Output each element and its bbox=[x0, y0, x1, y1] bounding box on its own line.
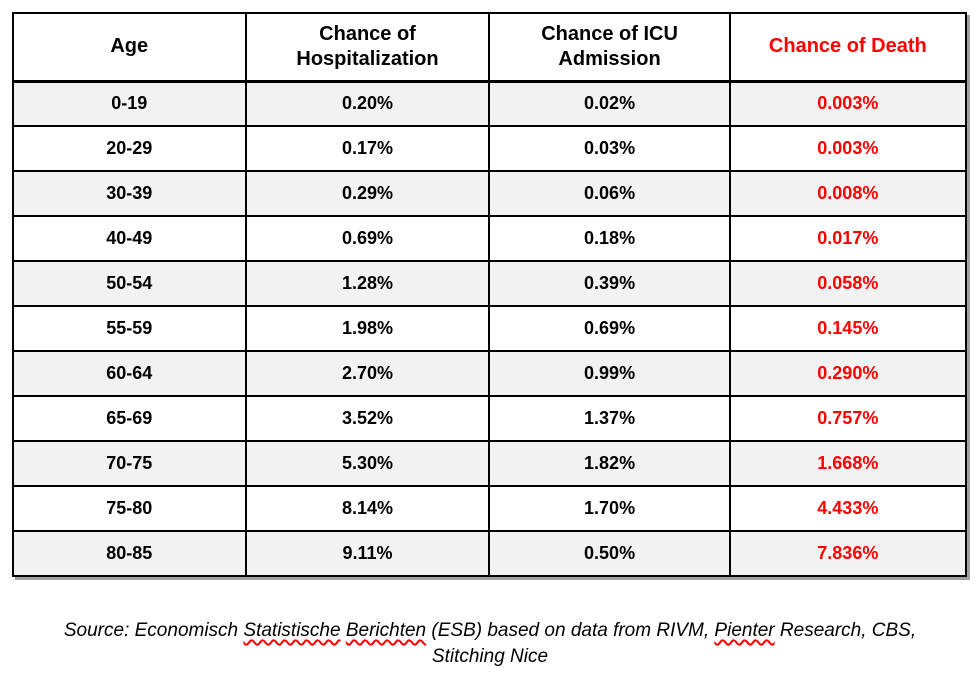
cell-icu: 0.02% bbox=[488, 80, 731, 127]
table-row: 65-69 3.52% 1.37% 0.757% bbox=[12, 395, 968, 442]
column-header-hospitalization: Chance of Hospitalization bbox=[244, 12, 491, 83]
cell-age: 20-29 bbox=[12, 125, 247, 172]
cell-hospitalization: 8.14% bbox=[244, 485, 491, 532]
cell-hospitalization: 3.52% bbox=[244, 395, 491, 442]
cell-age: 55-59 bbox=[12, 305, 247, 352]
cell-death: 0.008% bbox=[728, 170, 968, 217]
cell-age: 60-64 bbox=[12, 350, 247, 397]
cell-hospitalization: 0.20% bbox=[244, 80, 491, 127]
table-row: 55-59 1.98% 0.69% 0.145% bbox=[12, 305, 968, 352]
cell-icu: 1.70% bbox=[488, 485, 731, 532]
cell-age: 75-80 bbox=[12, 485, 247, 532]
source-text: Research, CBS, bbox=[774, 620, 917, 641]
cell-death: 0.757% bbox=[728, 395, 968, 442]
table-row: 30-39 0.29% 0.06% 0.008% bbox=[12, 170, 968, 217]
cell-icu: 0.50% bbox=[488, 530, 731, 577]
cell-icu: 0.06% bbox=[488, 170, 731, 217]
cell-death: 0.290% bbox=[728, 350, 968, 397]
misspelled-word: Pienter bbox=[714, 620, 775, 641]
cell-death: 4.433% bbox=[728, 485, 968, 532]
cell-hospitalization: 9.11% bbox=[244, 530, 491, 577]
cell-hospitalization: 0.29% bbox=[244, 170, 491, 217]
cell-age: 0-19 bbox=[12, 80, 247, 127]
column-header-age: Age bbox=[12, 12, 247, 83]
cell-hospitalization: 2.70% bbox=[244, 350, 491, 397]
cell-death: 7.836% bbox=[728, 530, 968, 577]
cell-age: 65-69 bbox=[12, 395, 247, 442]
column-header-death: Chance of Death bbox=[728, 12, 968, 83]
cell-death: 0.003% bbox=[728, 125, 968, 172]
table-body: 0-19 0.20% 0.02% 0.003% 20-29 0.17% 0.03% 0.003… bbox=[12, 80, 968, 577]
table-header-row: Age Chance of Hospitalization Chance of IC… bbox=[12, 12, 968, 83]
misspelled-word: Statistische bbox=[243, 620, 341, 641]
table-row: 60-64 2.70% 0.99% 0.290% bbox=[12, 350, 968, 397]
column-header-icu: Chance of ICU Admission bbox=[488, 12, 731, 83]
cell-icu: 0.18% bbox=[488, 215, 731, 262]
cell-death: 0.058% bbox=[728, 260, 968, 307]
table-row: 50-54 1.28% 0.39% 0.058% bbox=[12, 260, 968, 307]
cell-death: 0.017% bbox=[728, 215, 968, 262]
cell-icu: 1.82% bbox=[488, 440, 731, 487]
cell-death: 0.003% bbox=[728, 80, 968, 127]
cell-hospitalization: 0.17% bbox=[244, 125, 491, 172]
cell-hospitalization: 1.28% bbox=[244, 260, 491, 307]
table-row: 70-75 5.30% 1.82% 1.668% bbox=[12, 440, 968, 487]
table-row: 80-85 9.11% 0.50% 7.836% bbox=[12, 530, 968, 577]
table-header: Age Chance of Hospitalization Chance of IC… bbox=[12, 12, 968, 83]
cell-age: 50-54 bbox=[12, 260, 247, 307]
table-row: 20-29 0.17% 0.03% 0.003% bbox=[12, 125, 968, 172]
table-row: 40-49 0.69% 0.18% 0.017% bbox=[12, 215, 968, 262]
source-text: Stitching Nice bbox=[431, 646, 549, 667]
source-note: Source: Economisch Statistische Berichte… bbox=[0, 618, 980, 670]
cell-death: 1.668% bbox=[728, 440, 968, 487]
cell-icu: 0.03% bbox=[488, 125, 731, 172]
source-line: Source: Economisch Statistische Berichte… bbox=[0, 618, 980, 644]
source-text: (ESB) based on data from RIVM, bbox=[426, 620, 715, 641]
table-row: 75-80 8.14% 1.70% 4.433% bbox=[12, 485, 968, 532]
table-row: 0-19 0.20% 0.02% 0.003% bbox=[12, 80, 968, 127]
cell-age: 40-49 bbox=[12, 215, 247, 262]
cell-icu: 0.39% bbox=[488, 260, 731, 307]
source-line: Stitching Nice bbox=[0, 644, 980, 670]
cell-age: 80-85 bbox=[12, 530, 247, 577]
cell-icu: 0.99% bbox=[488, 350, 731, 397]
covid-risk-by-age-table: Age Chance of Hospitalization Chance of IC… bbox=[12, 12, 968, 577]
cell-age: 70-75 bbox=[12, 440, 247, 487]
cell-hospitalization: 5.30% bbox=[244, 440, 491, 487]
cell-age: 30-39 bbox=[12, 170, 247, 217]
cell-icu: 0.69% bbox=[488, 305, 731, 352]
source-text: Source: Economisch bbox=[63, 620, 244, 641]
cell-hospitalization: 1.98% bbox=[244, 305, 491, 352]
cell-hospitalization: 0.69% bbox=[244, 215, 491, 262]
misspelled-word: Berichten bbox=[345, 620, 427, 641]
cell-icu: 1.37% bbox=[488, 395, 731, 442]
cell-death: 0.145% bbox=[728, 305, 968, 352]
